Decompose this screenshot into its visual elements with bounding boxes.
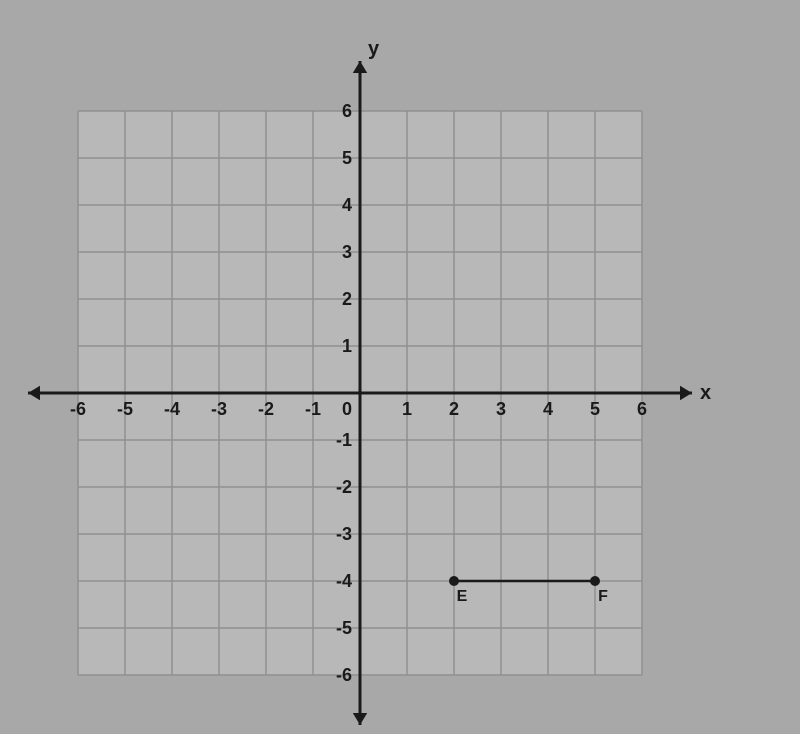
svg-text:5: 5: [342, 148, 352, 168]
svg-text:6: 6: [637, 399, 647, 419]
svg-text:4: 4: [543, 399, 553, 419]
svg-text:-6: -6: [70, 399, 86, 419]
svg-text:6: 6: [342, 101, 352, 121]
svg-text:-2: -2: [336, 477, 352, 497]
svg-text:-5: -5: [336, 618, 352, 638]
svg-text:-4: -4: [336, 571, 352, 591]
svg-text:-4: -4: [164, 399, 180, 419]
svg-text:2: 2: [342, 289, 352, 309]
svg-text:1: 1: [402, 399, 412, 419]
svg-text:-5: -5: [117, 399, 133, 419]
svg-text:-3: -3: [336, 524, 352, 544]
svg-text:-1: -1: [336, 430, 352, 450]
svg-text:1: 1: [342, 336, 352, 356]
svg-text:2: 2: [449, 399, 459, 419]
svg-text:y: y: [368, 38, 380, 60]
svg-text:F: F: [598, 588, 608, 605]
svg-text:4: 4: [342, 195, 352, 215]
svg-text:-6: -6: [336, 665, 352, 685]
svg-text:3: 3: [342, 242, 352, 262]
svg-text:5: 5: [590, 399, 600, 419]
chart-svg: y x -6 -5 -4 -3 -2 -1 1 2 3 4 5 6 -6 -5 -4 -3 -2 -1 1 2 3 4 5 6 0 E…: [0, 0, 800, 734]
svg-text:-3: -3: [211, 399, 227, 419]
svg-text:-1: -1: [305, 399, 321, 419]
coordinate-plane-chart: y x -6 -5 -4 -3 -2 -1 1 2 3 4 5 6 -6 -5 -4 -3 -2 -1 1 2 3 4 5 6 0 E…: [0, 0, 800, 734]
svg-text:3: 3: [496, 399, 506, 419]
svg-text:x: x: [700, 382, 711, 404]
svg-text:-2: -2: [258, 399, 274, 419]
svg-text:E: E: [457, 588, 468, 605]
svg-text:0: 0: [342, 399, 352, 419]
